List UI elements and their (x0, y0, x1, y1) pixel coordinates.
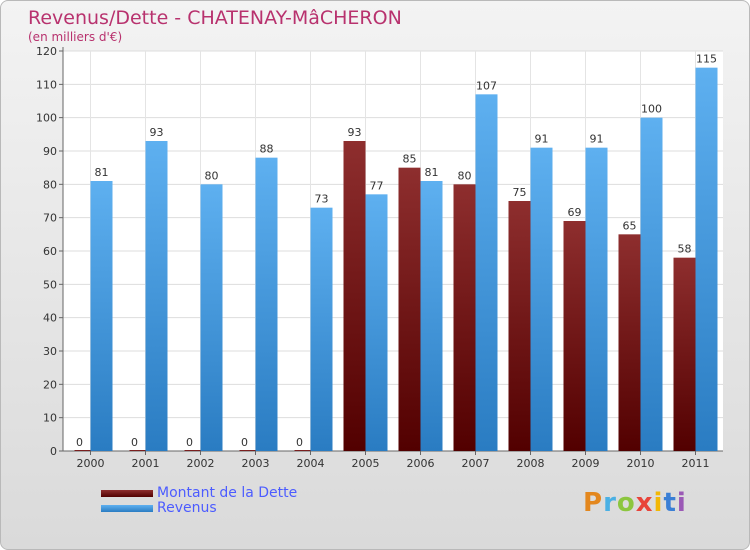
y-tick-label: 40 (43, 312, 57, 325)
chart-title: Revenus/Dette - CHATENAY-MâCHERON (28, 7, 402, 29)
bar-dette (294, 450, 311, 451)
legend-label-dette: Montant de la Dette (157, 485, 298, 501)
value-label: 0 (241, 436, 248, 449)
bar-dette (343, 141, 366, 451)
value-label: 80 (458, 169, 472, 182)
bar-dette (508, 201, 531, 451)
value-label: 80 (205, 169, 219, 182)
bar-dette (184, 450, 201, 451)
y-tick-label: 20 (43, 378, 57, 391)
logo-letter: i (653, 488, 664, 518)
bars (74, 67, 718, 452)
x-tick-label: 2003 (242, 457, 270, 470)
y-tick-label: 70 (43, 212, 57, 225)
y-tick-label: 80 (43, 178, 57, 191)
value-label: 69 (568, 206, 582, 219)
logo-letter: P (583, 488, 604, 518)
y-tick-label: 0 (50, 445, 57, 458)
bar-revenus (90, 181, 113, 451)
bar-revenus (420, 181, 443, 451)
value-label: 91 (590, 133, 604, 146)
value-label: 65 (623, 219, 637, 232)
logo-letter: i (676, 488, 687, 518)
bar-revenus (145, 141, 168, 451)
bar-dette (618, 234, 641, 451)
bar-dette (673, 257, 696, 451)
x-tick-label: 2010 (627, 457, 655, 470)
value-label: 0 (296, 436, 303, 449)
bar-dette (453, 184, 476, 452)
bar-dette (563, 221, 586, 451)
y-tick-label: 90 (43, 145, 57, 158)
value-label: 93 (150, 126, 164, 139)
chart-subtitle: (en milliers d'€) (28, 30, 123, 44)
value-label: 0 (186, 436, 193, 449)
legend-swatch-dette (101, 490, 153, 497)
value-label: 75 (513, 186, 527, 199)
value-label: 58 (678, 243, 692, 256)
bar-dette (129, 450, 146, 451)
value-label: 77 (370, 179, 384, 192)
value-label: 91 (535, 133, 549, 146)
bar-revenus (530, 147, 553, 451)
value-label: 73 (315, 193, 329, 206)
value-label: 100 (641, 103, 662, 116)
value-label: 107 (476, 79, 497, 92)
x-tick-label: 2006 (407, 457, 435, 470)
legend-label-revenus: Revenus (157, 500, 217, 516)
value-label: 88 (260, 143, 274, 156)
y-tick-label: 120 (36, 45, 57, 58)
bar-revenus (475, 94, 498, 451)
x-tick-label: 2004 (297, 457, 325, 470)
value-label: 115 (696, 53, 717, 66)
axes: 0 10 20 30 40 50 60 70 80 90 100 110 120 2000 2001 2002… (36, 45, 723, 470)
y-tick-label: 50 (43, 278, 57, 291)
bar-dette (398, 167, 421, 451)
bar-revenus (695, 67, 718, 452)
value-labels: 0 81 0 93 0 80 0 88 0 73 93 77 85 81 80 107 75 91 69 91 65 10… (76, 53, 717, 449)
bar-revenus (200, 184, 223, 452)
logo-letter: t (663, 488, 677, 518)
bar-revenus (255, 157, 278, 451)
logo-letter: o (616, 488, 636, 518)
x-tick-label: 2011 (682, 457, 710, 470)
proxiti-logo: Proxiti (583, 488, 687, 518)
bar-dette (74, 450, 91, 451)
value-label: 85 (403, 153, 417, 166)
logo-letter: x (635, 488, 654, 518)
y-tick-label: 60 (43, 245, 57, 258)
y-tick-label: 30 (43, 345, 57, 358)
bar-revenus (310, 207, 333, 451)
x-tick-label: 2008 (517, 457, 545, 470)
y-tick-label: 10 (43, 412, 57, 425)
x-tick-label: 2007 (462, 457, 490, 470)
value-label: 81 (425, 166, 439, 179)
bar-dette (239, 450, 256, 451)
bar-revenus (640, 117, 663, 452)
bar-revenus (585, 147, 608, 451)
value-label: 0 (131, 436, 138, 449)
value-label: 81 (95, 166, 109, 179)
x-tick-label: 2005 (352, 457, 380, 470)
x-tick-label: 2009 (572, 457, 600, 470)
value-label: 93 (348, 126, 362, 139)
x-tick-label: 2000 (77, 457, 105, 470)
x-tick-label: 2001 (132, 457, 160, 470)
y-tick-label: 110 (36, 78, 57, 91)
logo-letter: r (603, 488, 617, 518)
value-label: 0 (76, 436, 83, 449)
y-tick-label: 100 (36, 112, 57, 125)
bar-revenus (365, 194, 388, 452)
x-tick-label: 2002 (187, 457, 215, 470)
legend-swatch-revenus (101, 505, 153, 512)
